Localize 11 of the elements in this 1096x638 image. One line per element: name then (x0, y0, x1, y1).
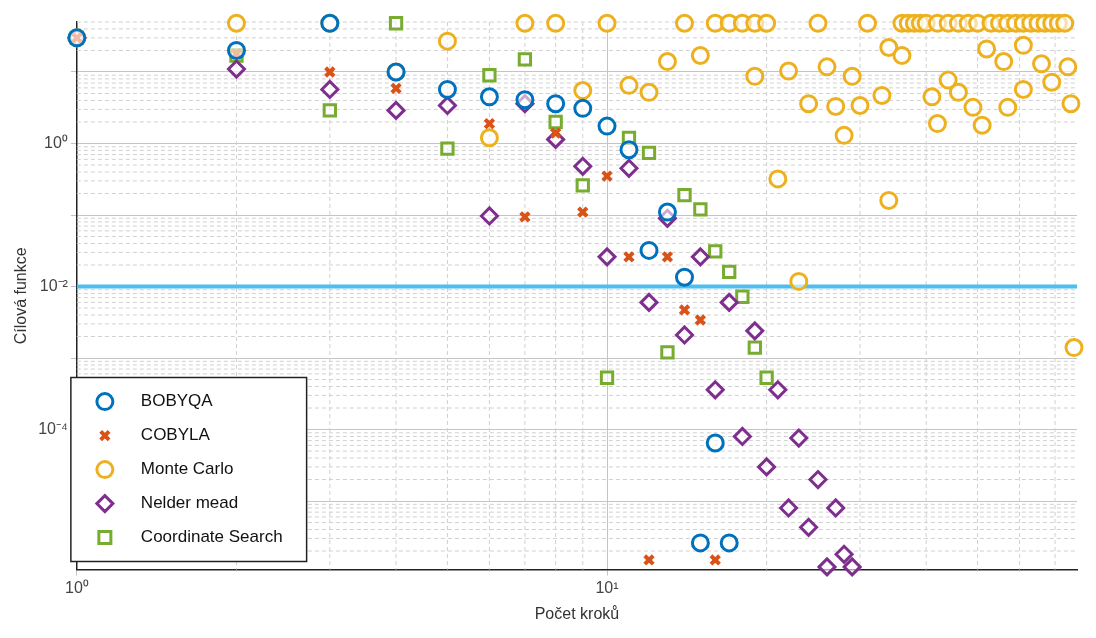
y-tick-label: 10⁰ (44, 133, 68, 151)
x-tick-label: 10¹ (595, 578, 619, 596)
legend-label: Nelder mead (140, 493, 239, 513)
y-axis-title: Cílová funkce (12, 247, 30, 345)
legend-label: BOBYQA (140, 391, 214, 411)
x-axis-title: Počet kroků (534, 604, 620, 622)
y-tick-label: 10⁻⁴ (38, 419, 68, 437)
legend-label: Monte Carlo (140, 459, 234, 479)
legend-label: Coordinate Search (140, 527, 283, 547)
legend-label: COBYLA (140, 425, 211, 445)
y-tick-label: 10⁻² (39, 276, 69, 294)
